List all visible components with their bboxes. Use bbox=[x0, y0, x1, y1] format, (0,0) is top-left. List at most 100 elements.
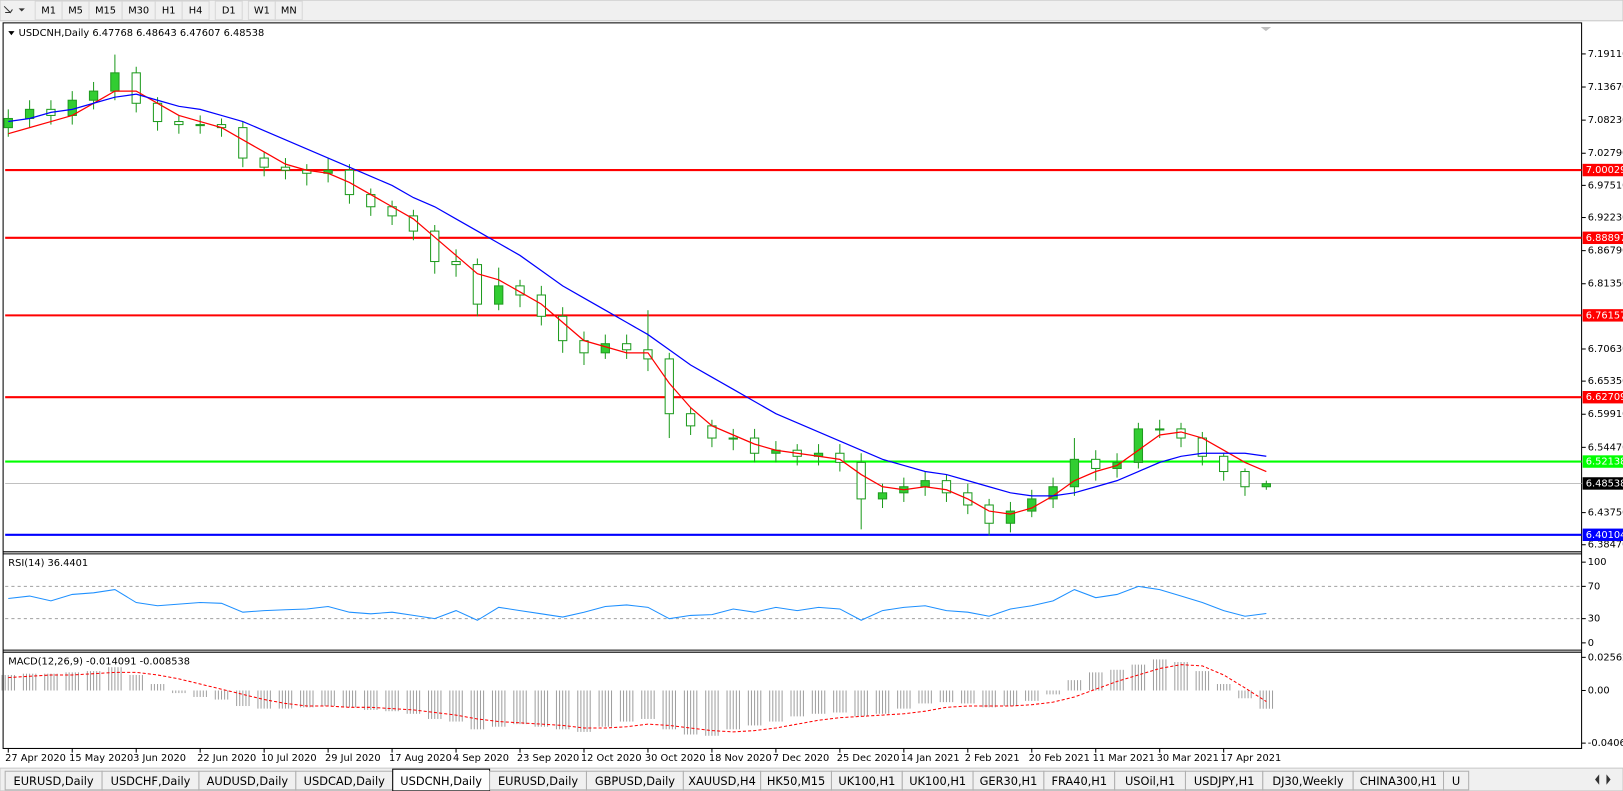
symbol-tab-label[interactable]: HK50,M15 bbox=[767, 774, 825, 788]
level-label-box bbox=[1582, 231, 1623, 245]
x-tick-label: 30 Mar 2021 bbox=[1157, 753, 1219, 764]
candle-body bbox=[451, 261, 461, 266]
y-tick-label: 70 bbox=[1588, 581, 1601, 592]
y-tick-label: 6.86790 bbox=[1588, 246, 1623, 257]
chart-header: USDCNH,Daily 6.47768 6.48643 6.47607 6.4… bbox=[19, 28, 265, 39]
candle-body bbox=[685, 413, 696, 427]
symbol-tab-label[interactable]: UK100,H1 bbox=[909, 774, 966, 788]
current-price-label: 6.48538 bbox=[1586, 478, 1623, 489]
candle-body bbox=[1155, 428, 1165, 431]
x-tick-label: 17 Apr 2021 bbox=[1221, 753, 1282, 764]
candle-body bbox=[3, 117, 13, 129]
cursor-icon[interactable] bbox=[3, 5, 13, 14]
symbol-tab-label[interactable]: USDJPY,H1 bbox=[1194, 774, 1255, 788]
chart-frame bbox=[2, 22, 1583, 749]
level-label-box bbox=[1582, 528, 1623, 542]
tab-scroll[interactable] bbox=[1595, 774, 1611, 785]
candle-body bbox=[195, 124, 205, 127]
symbol-tab-label[interactable]: GER30,H1 bbox=[980, 774, 1038, 788]
y-tick-label: 6.54470 bbox=[1588, 442, 1623, 453]
level-label: 6.52138 bbox=[1586, 457, 1623, 468]
level-label: 6.88897 bbox=[1586, 233, 1623, 244]
candle-body bbox=[494, 285, 504, 305]
timeframe-button[interactable] bbox=[181, 0, 210, 21]
symbol-tab-label[interactable]: USOil,H1 bbox=[1125, 774, 1175, 788]
symbol-tab-label[interactable]: GBPUSD,Daily bbox=[595, 774, 675, 788]
symbol-tab-label[interactable]: CHINA300,H1 bbox=[1360, 774, 1437, 788]
level-label: 7.00029 bbox=[1586, 165, 1623, 176]
symbol-tab-label[interactable]: EURUSD,Daily bbox=[14, 774, 94, 788]
symbol-tab-label[interactable]: FRA40,H1 bbox=[1051, 774, 1107, 788]
y-tick-label: 7.02790 bbox=[1588, 148, 1623, 159]
symbol-tab-label[interactable]: U bbox=[1452, 774, 1460, 788]
y-tick-label: 6.92230 bbox=[1588, 213, 1623, 224]
x-tick-label: 10 Jul 2020 bbox=[261, 753, 317, 764]
chart-layer: 7.19110 7.13670 7.08230 7.02790 6.97510 6.922… bbox=[1, 49, 1623, 764]
x-tick-label: 22 Jun 2020 bbox=[197, 753, 256, 764]
level-label-box bbox=[1582, 390, 1623, 404]
y-tick-label: 30 bbox=[1588, 614, 1601, 625]
x-tick-label: 12 Oct 2020 bbox=[581, 753, 642, 764]
timeframe-label[interactable]: W1 bbox=[254, 5, 270, 16]
timeframe-label[interactable]: H4 bbox=[189, 5, 203, 16]
candle-body bbox=[1219, 455, 1229, 473]
y-tick-label: 6.38470 bbox=[1588, 540, 1623, 551]
macd-header: MACD(12,26,9) -0.014091 -0.008538 bbox=[8, 657, 190, 668]
macd-signal bbox=[8, 664, 1267, 733]
y-tick-label: 6.70630 bbox=[1588, 344, 1623, 355]
candle-body bbox=[408, 215, 419, 232]
timeframe-button[interactable] bbox=[274, 0, 303, 21]
level-label-box bbox=[1582, 309, 1623, 322]
symbol-tab-label[interactable]: EURUSD,Daily bbox=[498, 774, 578, 788]
y-tick-label: 7.19110 bbox=[1588, 49, 1623, 60]
timeframe-label[interactable]: D1 bbox=[222, 5, 236, 16]
symbol-tab-label[interactable]: AUDUSD,Daily bbox=[207, 774, 289, 788]
x-tick-label: 15 May 2020 bbox=[69, 753, 133, 764]
timeframe-label[interactable]: M30 bbox=[128, 5, 149, 16]
candle-body bbox=[430, 230, 440, 263]
timeframe-label[interactable]: H1 bbox=[162, 5, 176, 16]
symbol-tab-label[interactable]: USDCNH,Daily bbox=[400, 774, 482, 788]
x-tick-label: 27 Apr 2020 bbox=[5, 753, 66, 764]
rsi-line bbox=[8, 585, 1267, 621]
symbol-tab-label[interactable]: DJ30,Weekly bbox=[1272, 774, 1344, 788]
moving-average bbox=[8, 93, 1267, 497]
symbol-tab-label[interactable]: USDCAD,Daily bbox=[304, 774, 385, 788]
x-tick-label: 17 Aug 2020 bbox=[389, 753, 452, 764]
x-tick-label: 20 Feb 2021 bbox=[1029, 753, 1090, 764]
level-label: 6.62709 bbox=[1586, 392, 1623, 403]
symbol-tab-label[interactable]: XAUUSD,H4 bbox=[688, 774, 756, 788]
y-tick-label: 6.97510 bbox=[1588, 180, 1623, 191]
symbol-tab[interactable] bbox=[1443, 770, 1470, 791]
y-tick-label: -0.04068 bbox=[1588, 738, 1623, 749]
candle-body bbox=[280, 166, 291, 171]
timeframe-toolbar bbox=[0, 0, 1623, 22]
symbol-tab-label[interactable]: UK100,H1 bbox=[838, 774, 895, 788]
timeframe-button[interactable] bbox=[214, 0, 243, 21]
header-arrow bbox=[8, 31, 15, 36]
timeframe-label[interactable]: M15 bbox=[95, 5, 116, 16]
x-tick-label: 11 Mar 2021 bbox=[1093, 753, 1155, 764]
candle-body bbox=[1069, 458, 1080, 488]
candle-body bbox=[600, 343, 610, 354]
candle-body bbox=[536, 294, 547, 317]
candle-body bbox=[941, 480, 952, 494]
dropdown-arrow[interactable] bbox=[18, 8, 25, 12]
candle-body bbox=[1005, 510, 1016, 524]
candle-body bbox=[152, 102, 163, 123]
y-tick-label: 0 bbox=[1588, 638, 1594, 649]
timeframe-label[interactable]: M1 bbox=[41, 5, 56, 16]
candle-body bbox=[920, 480, 930, 488]
candle-body bbox=[174, 121, 184, 126]
y-tick-label: 100 bbox=[1588, 557, 1607, 568]
y-tick-label: 6.59910 bbox=[1588, 409, 1623, 420]
candle-body bbox=[728, 437, 738, 440]
timeframe-label[interactable]: MN bbox=[281, 5, 297, 16]
candle-body bbox=[1176, 428, 1186, 439]
candle-body bbox=[1261, 483, 1271, 488]
symbol-tab-label[interactable]: USDCHF,Daily bbox=[111, 774, 191, 788]
candle-body bbox=[877, 492, 888, 500]
timeframe-label[interactable]: M5 bbox=[68, 5, 83, 16]
candle-body bbox=[131, 72, 141, 104]
